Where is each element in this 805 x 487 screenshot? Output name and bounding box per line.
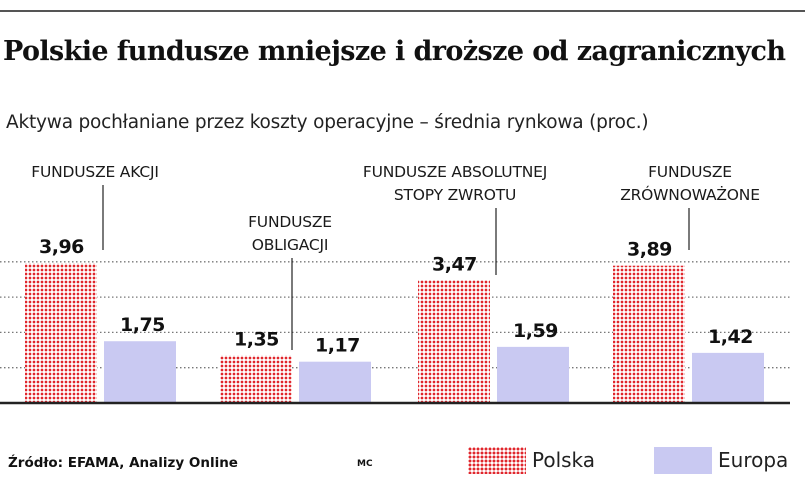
bar-europa-3 [692, 352, 764, 403]
value-label-polska-0: 3,96 [39, 236, 84, 258]
top-rule [0, 10, 805, 12]
legend-swatch-polska [468, 446, 526, 474]
chart-title: Polskie fundusze mniejsze i droższe od z… [3, 36, 786, 67]
category-label-3-line-1: ZRÓWNOWAŻONE [620, 185, 760, 204]
chart-subtitle: Aktywa pochłaniane przez koszty operacyj… [6, 112, 649, 133]
bar-polska-3 [613, 265, 685, 403]
value-label-europa-3: 1,42 [708, 326, 753, 348]
author-initials: MC [357, 459, 373, 469]
legend-europa: Europa [654, 445, 788, 475]
bar-europa-0 [104, 341, 176, 403]
value-label-europa-0: 1,75 [120, 314, 165, 336]
category-label-2-line-1: STOPY ZWROTU [394, 186, 516, 204]
legend-swatch-europa [654, 446, 712, 474]
category-label-0-line-0: FUNDUSZE AKCJI [31, 163, 158, 181]
bar-polska-1 [220, 355, 292, 403]
value-label-polska-1: 1,35 [234, 328, 279, 350]
legend-label-polska: Polska [532, 448, 596, 472]
category-label-3-line-0: FUNDUSZE [648, 163, 732, 181]
bar-polska-2 [418, 280, 490, 403]
category-label-1-line-0: FUNDUSZE [248, 213, 332, 231]
value-label-europa-2: 1,59 [513, 320, 558, 342]
value-label-polska-2: 3,47 [432, 254, 477, 276]
source-note: Źródło: EFAMA, Analizy Online [8, 455, 238, 471]
legend-label-europa: Europa [718, 448, 789, 472]
value-label-europa-1: 1,17 [315, 335, 360, 357]
category-label-1-line-1: OBLIGACJI [252, 236, 329, 254]
bar-europa-2 [497, 346, 569, 403]
legend-polska: Polska [468, 445, 595, 475]
bar-europa-1 [299, 361, 371, 403]
value-label-polska-3: 3,89 [627, 239, 672, 261]
category-label-2-line-0: FUNDUSZE ABSOLUTNEJ [363, 163, 547, 181]
bar-polska-0 [25, 263, 97, 403]
